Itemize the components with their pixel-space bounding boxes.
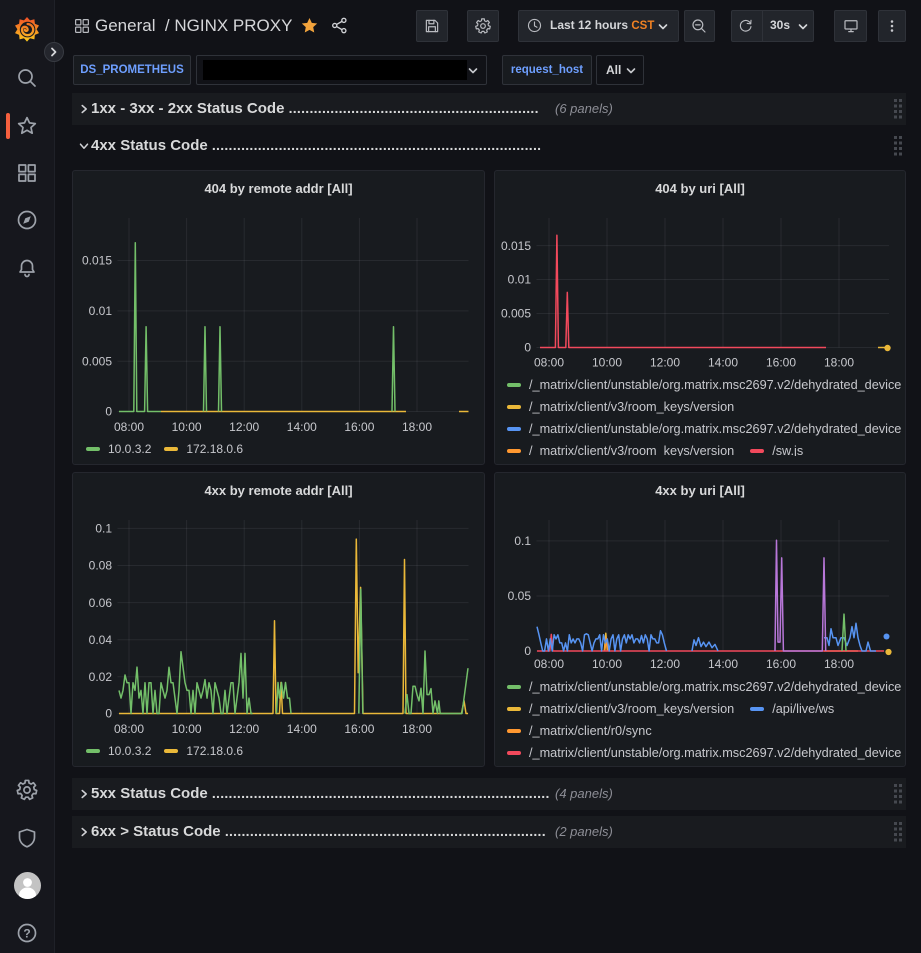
svg-text:0.1: 0.1 [95,522,112,536]
svg-text:14:00: 14:00 [287,722,317,736]
svg-text:12:00: 12:00 [229,420,259,434]
svg-text:08:00: 08:00 [114,420,144,434]
svg-text:12:00: 12:00 [650,657,680,671]
svg-text:0: 0 [105,707,112,721]
svg-text:0.06: 0.06 [89,596,113,610]
svg-text:16:00: 16:00 [344,420,374,434]
svg-text:16:00: 16:00 [766,657,796,671]
svg-text:18:00: 18:00 [402,722,432,736]
svg-text:0.05: 0.05 [508,589,532,603]
svg-text:0: 0 [524,341,531,355]
svg-text:16:00: 16:00 [766,356,796,370]
svg-text:10:00: 10:00 [172,420,202,434]
svg-text:14:00: 14:00 [708,356,738,370]
svg-text:0.04: 0.04 [89,633,113,647]
svg-text:0.08: 0.08 [89,559,113,573]
svg-text:08:00: 08:00 [114,722,144,736]
svg-text:18:00: 18:00 [824,657,854,671]
svg-text:0.01: 0.01 [89,304,113,318]
svg-text:0: 0 [105,405,112,419]
svg-text:0: 0 [524,644,531,658]
svg-text:14:00: 14:00 [708,657,738,671]
svg-text:0.015: 0.015 [82,254,112,268]
svg-text:10:00: 10:00 [592,657,622,671]
svg-text:16:00: 16:00 [344,722,374,736]
svg-text:0.02: 0.02 [89,670,113,684]
svg-text:08:00: 08:00 [534,657,564,671]
svg-text:12:00: 12:00 [229,722,259,736]
svg-text:10:00: 10:00 [172,722,202,736]
svg-text:08:00: 08:00 [534,356,564,370]
svg-text:14:00: 14:00 [287,420,317,434]
svg-text:0.01: 0.01 [508,273,532,287]
svg-text:10:00: 10:00 [592,356,622,370]
svg-text:12:00: 12:00 [650,356,680,370]
svg-text:0.1: 0.1 [514,534,531,548]
svg-text:18:00: 18:00 [824,356,854,370]
svg-text:0.005: 0.005 [501,307,531,321]
svg-text:?: ? [23,926,30,940]
svg-text:0.005: 0.005 [82,354,112,368]
svg-text:0.015: 0.015 [501,239,531,253]
svg-text:18:00: 18:00 [402,420,432,434]
